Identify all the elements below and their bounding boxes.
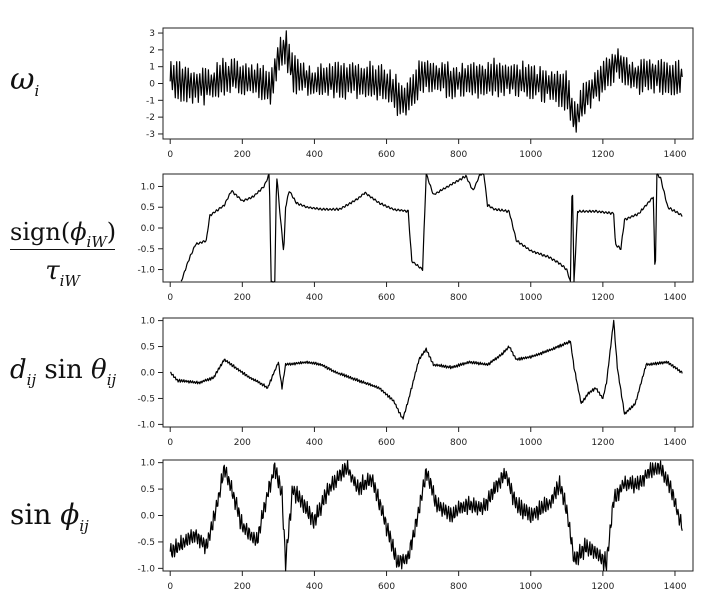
x-tick-label: 1000 bbox=[519, 150, 542, 160]
x-tick-label: 1400 bbox=[664, 293, 687, 303]
d-subscript: ij bbox=[26, 371, 37, 389]
x-tick-label: 200 bbox=[234, 150, 251, 160]
phi-subscript: iW bbox=[86, 233, 107, 251]
y-tick-label: 1.0 bbox=[141, 317, 156, 327]
x-tick-label: 200 bbox=[234, 293, 251, 303]
phi-symbol: ϕ bbox=[70, 218, 87, 246]
phi-symbol: ϕ bbox=[60, 498, 80, 531]
panel-label-sign-ratio: sign(ϕiW) τiW bbox=[10, 218, 117, 290]
x-tick-label: 400 bbox=[306, 293, 323, 303]
fraction-denominator: τiW bbox=[10, 250, 115, 290]
panel-1: -3 -2 -1 0 1 2 3 0 200 400 600 800 1000 1200 1400 bbox=[146, 27, 694, 160]
y-tick-label: 1.0 bbox=[141, 459, 156, 469]
x-tick-label: 800 bbox=[450, 293, 467, 303]
panel-label-d-sin-theta: dij sin θij bbox=[10, 355, 116, 389]
omega-symbol: ω bbox=[10, 62, 35, 97]
x-tick-label: 1400 bbox=[664, 582, 687, 592]
y-tick-label: 0.5 bbox=[141, 343, 155, 353]
x-tick-label: 200 bbox=[234, 438, 251, 448]
panel-3: -1.0 -0.5 0.0 0.5 1.0 0 200 400 600 800 1000 1200 14… bbox=[137, 317, 694, 448]
sin-function: sin bbox=[36, 355, 92, 385]
y-tick-label: -1.0 bbox=[137, 420, 155, 430]
d-symbol: d bbox=[10, 355, 27, 385]
x-tick-label: 1000 bbox=[519, 293, 542, 303]
x-tick-label: 800 bbox=[450, 438, 467, 448]
y-tick-label: 0.0 bbox=[141, 224, 156, 234]
y-tick-label: 0 bbox=[149, 80, 155, 90]
theta-symbol: θ bbox=[91, 355, 107, 385]
y-tick-label: 1.0 bbox=[141, 182, 156, 192]
sin-function: sin bbox=[10, 498, 61, 531]
x-tick-label: 400 bbox=[306, 582, 323, 592]
theta-subscript: ij bbox=[106, 371, 117, 389]
x-tick-label: 400 bbox=[306, 150, 323, 160]
y-tick-label: 0.5 bbox=[141, 485, 155, 495]
y-tick-label: 0.0 bbox=[141, 369, 156, 379]
closing-paren: ) bbox=[106, 218, 117, 246]
plot-frame bbox=[162, 459, 694, 572]
y-tick-label: -3 bbox=[146, 130, 155, 140]
y-tick-label: 0.0 bbox=[141, 512, 156, 522]
series-line bbox=[180, 173, 683, 283]
x-tick-label: 1000 bbox=[519, 582, 542, 592]
x-tick-label: 0 bbox=[167, 150, 173, 160]
y-tick-label: -0.5 bbox=[137, 245, 155, 255]
x-tick-label: 400 bbox=[306, 438, 323, 448]
y-tick-label: 3 bbox=[149, 29, 155, 39]
x-tick-label: 600 bbox=[378, 150, 395, 160]
y-tick-label: -0.5 bbox=[137, 538, 155, 548]
x-tick-label: 1400 bbox=[664, 150, 687, 160]
x-tick-label: 600 bbox=[378, 438, 395, 448]
y-tick-label: -2 bbox=[146, 113, 155, 123]
x-tick-label: 1200 bbox=[591, 150, 614, 160]
x-tick-label: 1200 bbox=[591, 582, 614, 592]
x-tick-label: 0 bbox=[167, 293, 173, 303]
x-tick-label: 600 bbox=[378, 582, 395, 592]
series-line bbox=[169, 30, 683, 133]
panel-2: -1.0 -0.5 0.0 0.5 1.0 0 200 400 600 800 1000 1200 14… bbox=[137, 173, 694, 303]
y-tick-label: 2 bbox=[149, 46, 155, 56]
y-tick-label: -1.0 bbox=[137, 564, 155, 574]
x-tick-label: 1200 bbox=[591, 438, 614, 448]
x-tick-label: 200 bbox=[234, 582, 251, 592]
tau-subscript: iW bbox=[59, 272, 80, 290]
panel-label-omega: ωi bbox=[10, 62, 40, 100]
plot-frame bbox=[162, 173, 694, 283]
x-tick-label: 0 bbox=[167, 438, 173, 448]
x-tick-label: 1000 bbox=[519, 438, 542, 448]
sign-function: sign( bbox=[10, 218, 71, 246]
x-tick-label: 800 bbox=[450, 582, 467, 592]
y-tick-label: -1 bbox=[146, 96, 155, 106]
panel-label-sin-phi: sin ϕij bbox=[10, 498, 89, 535]
y-tick-label: 0.5 bbox=[141, 203, 155, 213]
y-tick-label: -1.0 bbox=[137, 266, 155, 276]
series-line bbox=[169, 460, 683, 572]
panel-4: -1.0 -0.5 0.0 0.5 1.0 0 200 400 600 800 1000 1200 14… bbox=[137, 459, 694, 592]
x-tick-label: 1400 bbox=[664, 438, 687, 448]
x-tick-label: 1200 bbox=[591, 293, 614, 303]
x-tick-label: 600 bbox=[378, 293, 395, 303]
x-tick-label: 0 bbox=[167, 582, 173, 592]
tau-symbol: τ bbox=[45, 256, 60, 286]
phi-subscript: ij bbox=[79, 517, 89, 535]
fraction-numerator: sign(ϕiW) bbox=[10, 218, 117, 251]
series-line bbox=[170, 319, 683, 420]
y-tick-label: 1 bbox=[149, 63, 155, 73]
y-tick-label: -0.5 bbox=[137, 394, 155, 404]
x-tick-label: 800 bbox=[450, 150, 467, 160]
omega-subscript: i bbox=[34, 82, 40, 100]
